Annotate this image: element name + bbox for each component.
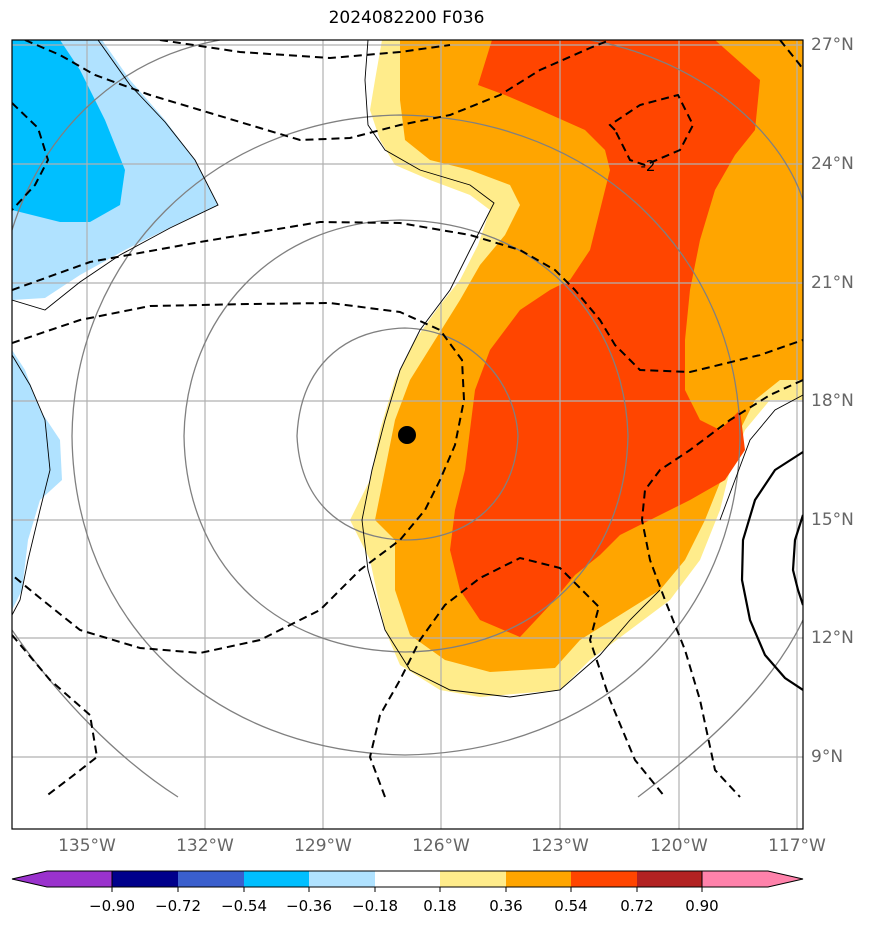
lat-label: 24°N [811, 154, 854, 174]
colorbar-segment [244, 871, 309, 887]
gray-contour-3 [71, 114, 741, 756]
colorbar-segment [309, 871, 375, 887]
gray-contour-6 [12, 629, 179, 798]
colorbar-extend-low [11, 870, 113, 888]
colorbar-tick-label: 0.36 [489, 897, 523, 915]
colorbar-segment [112, 871, 178, 887]
shaded-field [12, 40, 803, 697]
map-frame [11, 39, 804, 830]
lon-label: 126°W [412, 836, 470, 856]
lat-label: 15°N [811, 510, 854, 530]
lon-label: 117°W [768, 836, 826, 856]
negative-fill-strong [12, 40, 125, 222]
gray-contour-7 [637, 619, 803, 798]
thick-solid-contour [740, 451, 803, 691]
colorbar-segment [637, 871, 702, 887]
gray-contour-2 [183, 219, 629, 653]
gray-contour-5 [589, 40, 803, 201]
gray-contour-inner [296, 327, 519, 541]
colorbar-segment [375, 871, 440, 887]
lat-label: 27°N [811, 35, 854, 55]
colorbar-segment [506, 871, 571, 887]
contour-label: -2 [641, 157, 656, 175]
lat-label: 18°N [811, 391, 854, 411]
lon-label: 120°W [650, 836, 708, 856]
lon-label: 129°W [294, 836, 352, 856]
colorbar-tick-label: −0.36 [286, 897, 332, 915]
colorbar-segment [440, 871, 506, 887]
colorbar-tick-label: −0.90 [89, 897, 135, 915]
colorbar-extend-high [701, 870, 804, 888]
storm-center-marker [398, 426, 416, 444]
colorbar-tick-label: 0.90 [685, 897, 719, 915]
lon-label: 123°W [531, 836, 589, 856]
colorbar-tick-label: −0.18 [352, 897, 398, 915]
positive-fill-red [450, 40, 760, 637]
colorbar-segment [178, 871, 244, 887]
colorbar-tick-label: −0.54 [221, 897, 267, 915]
colorbar [11, 870, 804, 892]
negative-fill-light-west [12, 350, 62, 610]
dashed-contours [12, 40, 803, 798]
lat-label: 9°N [811, 747, 844, 767]
map-title: 2024082200 F036 [328, 8, 485, 28]
lat-label: 12°N [811, 628, 854, 648]
lon-label: 132°W [176, 836, 234, 856]
colorbar-tick-label: −0.72 [155, 897, 201, 915]
gridlines [12, 40, 803, 829]
lon-label: 135°W [58, 836, 116, 856]
colorbar-segment [571, 871, 637, 887]
thin-outline-contours [12, 40, 803, 698]
colorbar-tick-label: 0.72 [620, 897, 654, 915]
colorbar-tick-label: 0.18 [423, 897, 457, 915]
lat-label: 21°N [811, 273, 854, 293]
colorbar-tick-label: 0.54 [554, 897, 588, 915]
gray-contours [12, 40, 803, 798]
gray-contour-4 [12, 40, 221, 231]
